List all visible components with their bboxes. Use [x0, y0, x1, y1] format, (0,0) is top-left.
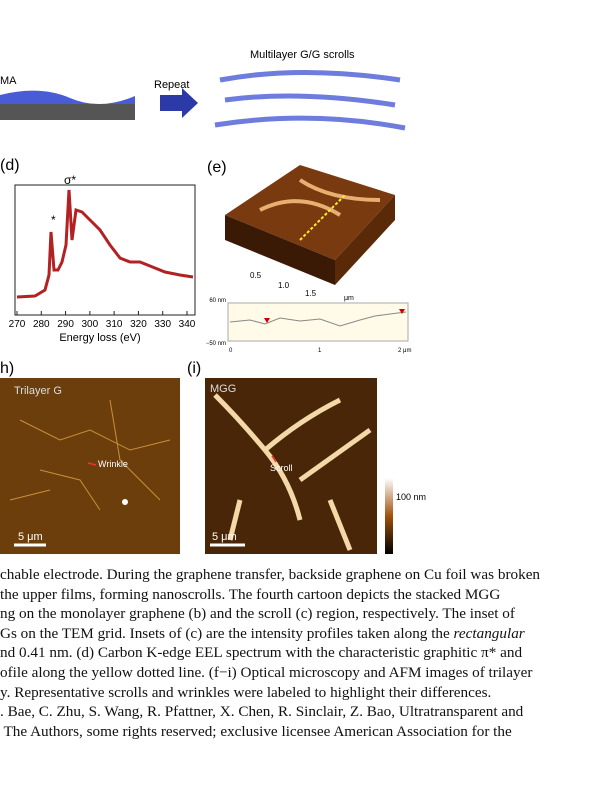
afm-image: [0, 378, 180, 554]
plot-frame: [14, 184, 196, 316]
scrolls: [213, 393, 372, 551]
tick-label: −50 nm: [206, 341, 226, 347]
label: Repeat: [154, 79, 189, 91]
x-tick-label: 320: [130, 319, 147, 330]
caption-text: rectangular: [453, 624, 525, 642]
annotation: Scroll: [270, 463, 293, 473]
profile: [229, 311, 407, 327]
tick-label: 1: [318, 348, 322, 354]
panel-label: (d): [0, 157, 20, 174]
panel-label: (e): [207, 159, 227, 176]
pointer: [271, 455, 277, 463]
annotation: Wrinkle: [98, 459, 128, 469]
x-tick-label: 270: [9, 319, 26, 330]
panel-label: h): [0, 360, 14, 377]
tick-label: 2 μm: [398, 348, 411, 354]
figure: MA Repeat Multilayer G/G scrolls (d) σ* …: [0, 49, 426, 554]
unit-label: μm: [344, 295, 354, 302]
colorbar: [385, 478, 393, 554]
scale-label: 5 μm: [18, 531, 43, 543]
x-tick-label: 330: [154, 319, 171, 330]
peak-label: σ*: [64, 173, 76, 187]
caption-line: . Bae, C. Zhu, S. Wang, R. Pfattner, X. …: [0, 703, 524, 721]
pointer: [87, 462, 97, 466]
x-tick-label: 300: [82, 319, 99, 330]
x-axis-label: Energy loss (eV): [59, 332, 140, 344]
profile-frame: [227, 302, 409, 342]
x-tick-label: 310: [106, 319, 123, 330]
film: [0, 90, 135, 105]
caption-line: The Authors, some rights reserved; exclu…: [0, 722, 512, 740]
image-title: MGG: [210, 383, 236, 395]
x-tick-label: 280: [33, 319, 50, 330]
x-tick-label: 340: [179, 319, 196, 330]
caption-line: nd 0.41 nm. (d) Carbon K-edge EEL spectr…: [0, 644, 523, 662]
particle: [122, 499, 128, 505]
scrolls: [214, 70, 406, 131]
caption-line: y. Representative scrolls and wrinkles w…: [0, 683, 492, 701]
caption-line: the upper films, forming nanoscrolls. Th…: [0, 585, 501, 603]
afm-side: [335, 195, 395, 285]
tick-label: 0: [229, 348, 233, 354]
caption-text: Gs on the TEM grid. Insets of (c) are th…: [0, 624, 454, 642]
afm-surface: [225, 165, 395, 260]
tick-label: 1.5: [305, 289, 317, 298]
afm-side: [225, 215, 335, 285]
x-tick-label: 290: [57, 319, 74, 330]
caption-line: ofile along the yellow dotted line. (f−i…: [0, 663, 533, 681]
caption: chable electrode. During the graphene tr…: [0, 565, 599, 741]
tick-label: 1.0: [278, 281, 290, 290]
afm-feature: [259, 178, 381, 217]
colorbar-label: 100 nm: [396, 492, 426, 502]
scale-label: 5 μm: [212, 531, 237, 543]
tick-label: 60 nm: [209, 298, 226, 304]
caption-line: Gs on the TEM grid. Insets of (c) are th…: [0, 624, 599, 644]
label: MA: [0, 75, 17, 87]
panel-label: (i): [187, 360, 201, 377]
title: Multilayer G/G scrolls: [250, 49, 355, 61]
tick-label: 0.5: [250, 271, 262, 280]
profile-line: [299, 194, 346, 241]
image-title: Trilayer G: [14, 385, 62, 397]
caption-line: ng on the monolayer graphene (b) and the…: [0, 605, 515, 623]
caption-line: chable electrode. During the graphene tr…: [0, 566, 541, 583]
wrinkles: [9, 399, 171, 511]
arrow: [160, 88, 198, 118]
peak-label: *: [51, 213, 56, 227]
spectrum: [16, 189, 194, 299]
substrate: [0, 104, 135, 120]
